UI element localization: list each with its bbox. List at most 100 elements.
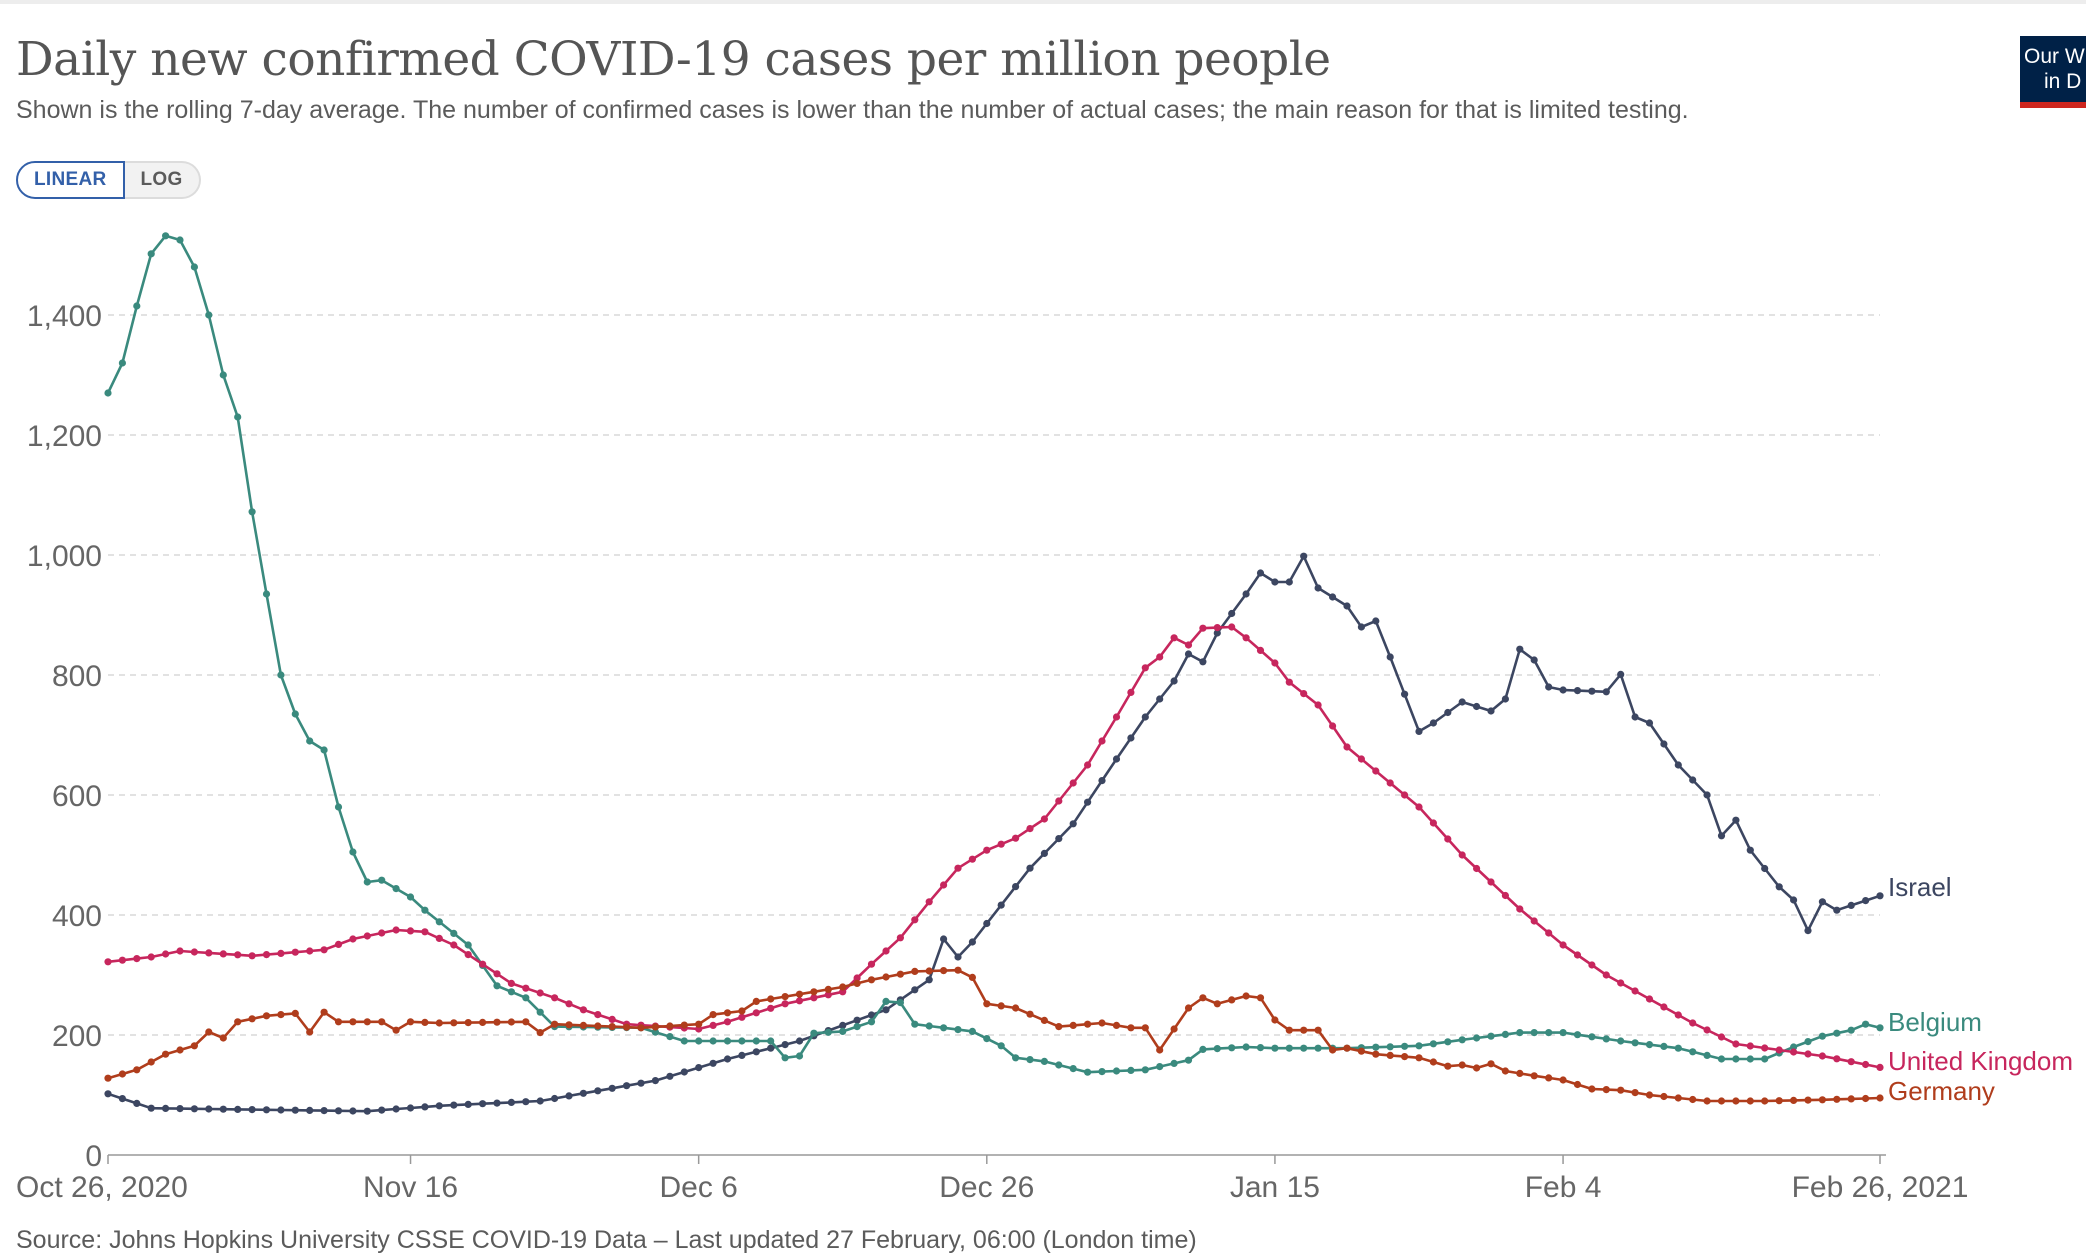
data-point bbox=[882, 973, 890, 981]
y-tick-label: 1,000 bbox=[27, 540, 102, 573]
data-point bbox=[824, 991, 832, 999]
data-point bbox=[392, 1026, 400, 1034]
data-point bbox=[133, 302, 141, 310]
data-point bbox=[190, 263, 198, 271]
data-point bbox=[349, 848, 357, 856]
data-point bbox=[1876, 1063, 1884, 1071]
log-scale-button[interactable]: LOG bbox=[124, 161, 201, 199]
data-point bbox=[104, 958, 112, 966]
data-point bbox=[1213, 1000, 1221, 1008]
data-point bbox=[493, 970, 501, 978]
top-border bbox=[0, 0, 2086, 4]
data-point bbox=[162, 1050, 170, 1058]
data-point bbox=[262, 1106, 271, 1114]
data-point bbox=[435, 1102, 443, 1110]
data-point bbox=[1660, 1092, 1668, 1101]
data-point bbox=[1689, 1019, 1697, 1027]
data-point bbox=[1617, 670, 1625, 679]
x-tick-label: Jan 15 bbox=[1230, 1171, 1320, 1204]
data-point bbox=[1271, 659, 1279, 667]
data-point bbox=[1055, 1061, 1063, 1069]
data-point bbox=[1790, 1096, 1798, 1104]
data-point bbox=[1098, 1068, 1106, 1076]
data-point bbox=[1271, 578, 1279, 586]
x-axis: Oct 26, 2020 Nov 16 Dec 6 Dec 26 Jan 15 Feb 4… bbox=[16, 1154, 1968, 1204]
data-point bbox=[1069, 1021, 1077, 1029]
data-point bbox=[1343, 1044, 1351, 1052]
data-point bbox=[1314, 1044, 1322, 1052]
data-point bbox=[853, 979, 861, 988]
data-point bbox=[608, 1023, 616, 1031]
data-point bbox=[594, 1087, 602, 1095]
data-point bbox=[839, 1021, 847, 1029]
data-point bbox=[1314, 584, 1322, 592]
data-point bbox=[392, 926, 400, 934]
data-point bbox=[579, 1021, 588, 1029]
x-tick-label: Nov 16 bbox=[363, 1171, 458, 1204]
data-point bbox=[1530, 1072, 1538, 1080]
data-point bbox=[1372, 767, 1380, 775]
data-point bbox=[262, 1012, 271, 1020]
data-point bbox=[954, 864, 962, 872]
data-point bbox=[1213, 629, 1221, 637]
data-point bbox=[1501, 695, 1509, 703]
data-point bbox=[1804, 927, 1812, 935]
data-point bbox=[1617, 979, 1625, 987]
linear-scale-button[interactable]: LINEAR bbox=[16, 161, 125, 199]
data-point bbox=[1818, 1096, 1826, 1104]
data-point bbox=[1717, 1097, 1726, 1105]
data-point bbox=[1790, 1048, 1798, 1056]
data-point bbox=[896, 970, 905, 978]
data-point bbox=[1199, 658, 1207, 666]
data-point bbox=[637, 1024, 645, 1032]
data-point bbox=[1487, 707, 1495, 715]
data-point bbox=[853, 974, 861, 982]
data-point bbox=[1026, 825, 1034, 833]
data-point bbox=[579, 1089, 588, 1097]
data-point bbox=[1761, 864, 1769, 873]
data-point bbox=[248, 1106, 256, 1114]
data-point bbox=[983, 919, 991, 928]
data-point bbox=[997, 1042, 1005, 1050]
data-point bbox=[1415, 1042, 1423, 1050]
data-point bbox=[147, 250, 155, 258]
data-point bbox=[911, 967, 919, 976]
data-point bbox=[1012, 883, 1020, 891]
series-line-germany bbox=[107, 968, 1881, 1103]
data-point bbox=[1790, 1043, 1798, 1051]
data-point bbox=[1156, 1063, 1164, 1071]
data-point bbox=[406, 893, 415, 901]
data-point bbox=[1026, 1010, 1034, 1018]
data-point bbox=[911, 986, 919, 994]
data-point bbox=[334, 1107, 343, 1115]
data-point bbox=[162, 232, 170, 240]
data-point bbox=[291, 1009, 299, 1018]
data-point bbox=[723, 1009, 732, 1017]
data-point bbox=[882, 1006, 890, 1014]
data-point bbox=[1156, 653, 1164, 661]
data-point bbox=[1386, 779, 1394, 787]
data-point bbox=[1228, 609, 1236, 618]
data-point bbox=[810, 994, 818, 1002]
x-tick-label: Feb 4 bbox=[1525, 1171, 1602, 1204]
data-point bbox=[968, 973, 977, 982]
series-label-belgium: Belgium bbox=[1888, 1007, 1982, 1037]
data-point bbox=[1660, 740, 1668, 748]
data-point bbox=[1170, 1025, 1178, 1033]
data-point bbox=[1717, 832, 1726, 840]
data-point bbox=[839, 983, 847, 991]
data-point bbox=[536, 1029, 544, 1037]
y-tick-label: 800 bbox=[52, 660, 102, 693]
owid-logo[interactable]: Our W in D bbox=[2020, 36, 2086, 108]
data-point bbox=[896, 934, 905, 942]
data-point bbox=[190, 1105, 198, 1113]
data-point bbox=[623, 1023, 631, 1031]
data-point bbox=[1069, 1065, 1077, 1073]
data-point bbox=[1588, 961, 1596, 969]
data-point bbox=[363, 1107, 371, 1115]
data-point bbox=[493, 982, 501, 990]
data-point bbox=[867, 1018, 876, 1026]
data-point bbox=[1314, 701, 1322, 709]
data-point bbox=[551, 1020, 559, 1028]
data-point bbox=[378, 1106, 386, 1114]
